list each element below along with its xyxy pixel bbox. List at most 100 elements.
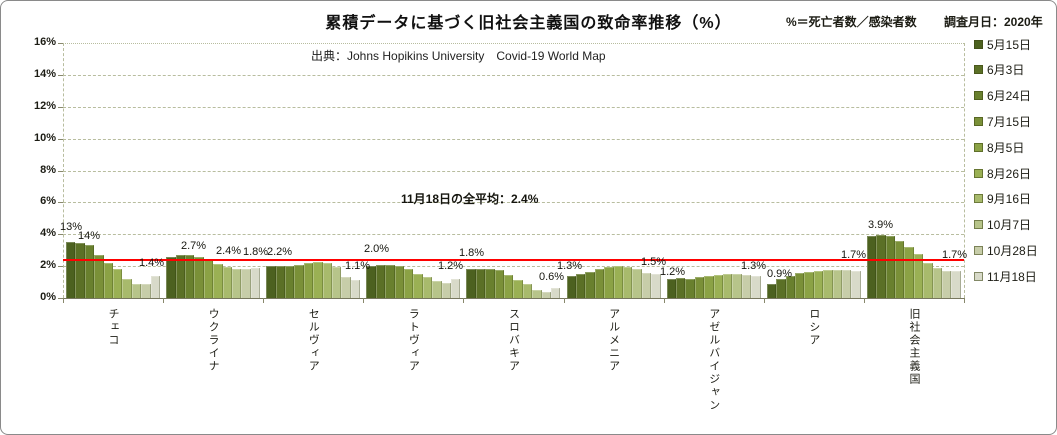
y-axis-label: 2%: [40, 259, 56, 272]
legend-swatch-icon: [974, 220, 983, 230]
bar-data-label-10: 1.8%: [459, 247, 485, 259]
bar-data-label-9: 1.2%: [438, 260, 464, 272]
category-label-ラトヴィア: ラトヴィア: [407, 308, 420, 373]
bar-ウクライナ-5月15日: [166, 256, 176, 298]
legend-swatch-icon: [974, 194, 983, 204]
legend-item-7月15日: 7月15日: [974, 114, 1032, 129]
bar-スロバキア-11月18日: [551, 288, 561, 298]
bar-セルヴィア-5月15日: [266, 266, 276, 298]
legend-swatch-icon: [974, 168, 983, 178]
bar-ウクライナ-11月18日: [250, 267, 261, 298]
bar-旧社会主義国-10月7日: [932, 267, 943, 298]
bar-スロバキア-7月15日: [494, 270, 505, 298]
bar-チェコ-10月7日: [131, 284, 142, 298]
y-axis-tick: [58, 170, 63, 172]
legend-swatch-icon: [974, 142, 983, 152]
bar-アルメニア-5月15日: [566, 276, 576, 298]
legend-label: 10月7日: [987, 218, 1032, 233]
bar-ロシア-8月5日: [804, 271, 814, 298]
bar-ウクライナ-6月3日: [175, 254, 185, 298]
y-axis-label: 12%: [33, 99, 56, 112]
bar-data-label-13: 1.5%: [641, 256, 667, 268]
category-label-アルメニア: アルメニア: [607, 308, 620, 373]
chart-title: 累積データに基づく旧社会主義国の致命率推移（%）: [325, 15, 732, 32]
bar-ロシア-7月15日: [794, 273, 805, 298]
category-label-旧社会主義国: 旧社会主義国: [907, 308, 920, 386]
legend-label: 11月18日: [987, 269, 1037, 284]
gridline-16: [63, 43, 964, 44]
x-axis-tick: [863, 298, 865, 303]
average-line-label: 11月18日の全平均：2.4%: [401, 192, 539, 206]
bar-アゼルバイジャン-6月3日: [676, 278, 686, 298]
bar-スロバキア-10月7日: [532, 290, 542, 298]
plot-left-border: [63, 43, 64, 298]
bar-旧社会主義国-7月15日: [895, 240, 905, 298]
bar-data-label-15: 1.3%: [741, 260, 767, 272]
legend-swatch-icon: [974, 271, 983, 281]
bar-data-label-16: 0.9%: [767, 268, 793, 280]
bar-data-label-19: 1.7%: [942, 249, 968, 261]
bar-アゼルバイジャン-5月15日: [666, 278, 677, 298]
bar-ラトヴィア-10月7日: [432, 281, 442, 298]
legend-label: 7月15日: [987, 114, 1032, 129]
x-axis-tick: [763, 298, 765, 303]
y-axis-tick: [58, 298, 63, 299]
bar-セルヴィア-9月16日: [322, 262, 332, 298]
bar-data-label-2: 1.4%: [139, 257, 165, 269]
gridline-6: [63, 202, 964, 204]
bar-チェコ-7月15日: [94, 254, 104, 298]
survey-date-note: 調査月日：2020年: [944, 15, 1043, 29]
category-label-ウクライナ: ウクライナ: [207, 308, 220, 373]
bar-ラトヴィア-7月15日: [394, 266, 404, 298]
y-axis-label: 10%: [33, 131, 56, 144]
bar-チェコ-10月28日: [141, 283, 151, 298]
y-axis-tick: [58, 234, 63, 236]
gridline-8: [63, 170, 964, 172]
bar-セルヴィア-10月28日: [341, 277, 351, 298]
bar-data-label-1: 14%: [78, 230, 101, 242]
bar-旧社会主義国-8月26日: [913, 254, 924, 298]
legend-label: 10月28日: [987, 243, 1038, 258]
category-label-セルヴィア: セルヴィア: [307, 308, 320, 373]
bar-スロバキア-10月28日: [541, 292, 552, 298]
bar-ロシア-8月26日: [813, 270, 824, 298]
legend-item-6月24日: 6月24日: [974, 89, 1031, 103]
bar-data-label-17: 1.7%: [841, 249, 867, 261]
y-axis-label: 6%: [40, 195, 56, 208]
bar-ロシア-6月24日: [785, 275, 795, 298]
y-axis-label: 0%: [40, 291, 56, 303]
bar-ラトヴィア-8月26日: [413, 274, 423, 298]
bar-アルメニア-11月18日: [651, 274, 661, 298]
bar-スロバキア-9月16日: [522, 284, 533, 298]
legend-item-10月7日: 10月7日: [974, 218, 1031, 232]
bar-アゼルバイジャン-10月28日: [741, 274, 752, 298]
y-axis-label: 14%: [33, 67, 56, 80]
legend-label: 8月5日: [987, 140, 1025, 155]
bar-ロシア-10月7日: [832, 270, 842, 298]
bar-旧社会主義国-9月16日: [923, 262, 933, 298]
bar-アルメニア-6月3日: [575, 274, 586, 298]
bar-アルメニア-10月7日: [632, 268, 642, 298]
bar-ウクライナ-9月16日: [222, 266, 232, 298]
bar-スロバキア-8月26日: [513, 280, 523, 298]
bar-data-label-4: 2.4%: [216, 245, 242, 257]
bar-チェコ-8月26日: [113, 269, 123, 298]
bar-アルメニア-8月26日: [613, 266, 623, 298]
bar-旧社会主義国-6月3日: [876, 235, 886, 298]
bar-data-label-6: 2.2%: [267, 246, 293, 258]
y-axis-tick: [58, 43, 63, 44]
bar-アゼルバイジャン-8月5日: [704, 275, 714, 298]
legend-label: 6月3日: [987, 63, 1025, 78]
bar-アルメニア-10月28日: [641, 272, 652, 298]
bar-ロシア-11月18日: [851, 270, 861, 298]
formula-note: %＝死亡者数／感染者数: [786, 15, 917, 29]
bar-data-label-3: 2.7%: [181, 240, 207, 252]
bar-アルメニア-9月16日: [622, 266, 633, 298]
y-axis-tick: [58, 106, 63, 108]
bar-チェコ-5月15日: [66, 242, 76, 298]
source-note: 出典：Johns Hopikins University Covid-19 Wo…: [311, 49, 606, 63]
legend-item-9月16日: 9月16日: [974, 192, 1031, 206]
bar-ウクライナ-8月5日: [203, 259, 214, 298]
legend-swatch-icon: [974, 91, 983, 101]
bar-アゼルバイジャン-10月7日: [732, 274, 742, 298]
